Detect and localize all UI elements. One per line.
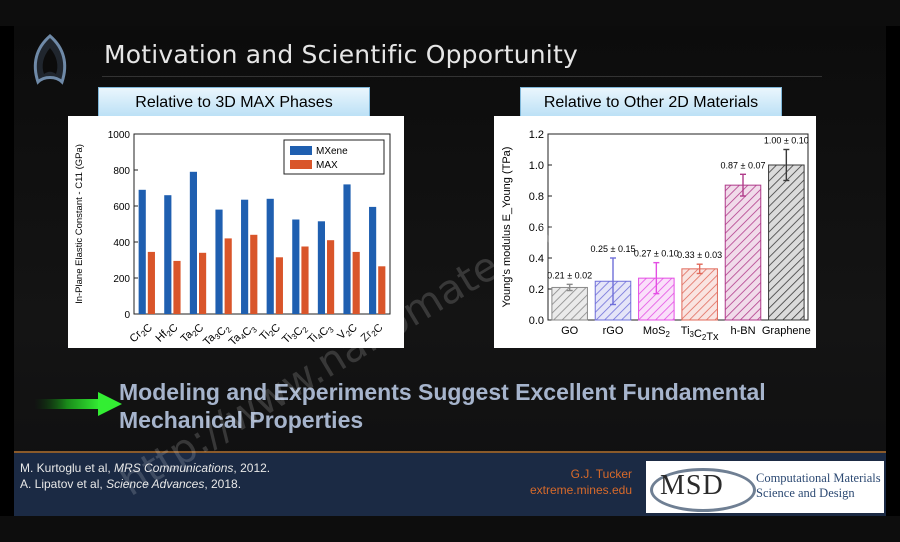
headline-line-1: Modeling and Experiments Suggest Excelle… xyxy=(119,379,766,405)
msd-logo-subtitle: Computational Materials Science and Desi… xyxy=(756,471,882,501)
right-chart-panel: 0.0 0.2 0.4 0.6 0.8 1.0 1.2 Young's modulus E_Y… xyxy=(494,116,816,348)
data-label: 1.00 ± 0.10 xyxy=(764,136,809,146)
citation-2-journal: Science Advances xyxy=(106,477,205,491)
green-arrow-icon xyxy=(34,392,122,416)
school-logo-icon xyxy=(33,34,67,85)
citation-1: M. Kurtoglu et al, MRS Communications, 2… xyxy=(20,461,270,475)
citation-2-authors: A. Lipatov et al, xyxy=(20,477,107,491)
data-label: 0.33 ± 0.03 xyxy=(677,250,722,260)
citation-2: A. Lipatov et al, Science Advances, 2018… xyxy=(20,477,241,491)
plot-area xyxy=(547,133,809,321)
data-label: 0.25 ± 0.15 xyxy=(591,244,636,254)
x-tick-label: Ta3C2 xyxy=(201,320,233,348)
citation-1-journal: MRS Communications xyxy=(114,461,234,475)
data-label: 0.27 ± 0.10 xyxy=(634,249,679,259)
footer-divider xyxy=(14,451,886,453)
msd-logo: MSD Computational Materials Science and … xyxy=(646,461,884,513)
bar-mxene xyxy=(241,199,249,314)
y-tick-label: 0.2 xyxy=(529,284,544,296)
bar-max xyxy=(250,234,258,314)
x-tick-label: Cr2C xyxy=(127,320,155,348)
y-tick-label: 0.0 xyxy=(529,315,544,327)
bar-h-bn xyxy=(724,184,762,321)
x-tick-label: Ti3C2 xyxy=(280,320,310,348)
bar-graphene xyxy=(768,164,805,321)
bar-mxene xyxy=(317,221,325,314)
msd-logo-text: MSD xyxy=(660,470,724,501)
bar-mxene xyxy=(369,206,377,314)
y-tick-label: 800 xyxy=(113,166,130,177)
bar-mxene xyxy=(138,189,146,314)
y-tick-label: 1.0 xyxy=(529,160,544,172)
x-tick-label: Hf2C xyxy=(154,320,181,347)
y-tick-label: 1.2 xyxy=(529,129,544,141)
slide-title: Motivation and Scientific Opportunity xyxy=(104,40,578,69)
citation-1-authors: M. Kurtoglu et al, xyxy=(20,461,115,475)
bar-mxene xyxy=(343,184,351,314)
citation-2-year: , 2018. xyxy=(204,477,242,491)
youngs-modulus-bar-chart: 0.0 0.2 0.4 0.6 0.8 1.0 1.2 Young's modulus E_Y… xyxy=(501,129,811,343)
bar-max xyxy=(327,240,335,314)
msd-logo-subtitle-line-1: Computational Materials xyxy=(756,471,881,485)
bar-ti3c2tx xyxy=(681,268,718,321)
x-tick-label: Graphene xyxy=(762,325,811,337)
bar-mxene xyxy=(164,195,172,314)
y-tick-label: 1000 xyxy=(108,130,131,141)
y-tick-label: 0.6 xyxy=(529,222,544,234)
x-tick-label: GO xyxy=(561,325,579,337)
bar-max xyxy=(275,257,283,314)
y-tick-label: 0.4 xyxy=(529,253,544,265)
y-axis-label: In-Plane Elastic Constant - C11 (GPa) xyxy=(74,144,85,304)
legend-label: MXene xyxy=(316,146,348,157)
top-letterbox xyxy=(0,0,900,26)
citation-1-year: , 2012. xyxy=(233,461,271,475)
data-label: 0.21 ± 0.02 xyxy=(547,270,592,280)
left-chart-panel: 0 200 400 600 800 1000 In-Plane Elastic Consta… xyxy=(68,116,404,348)
bar-max xyxy=(352,251,360,314)
bar-mxene xyxy=(215,209,223,314)
bar-max xyxy=(224,238,232,314)
bar-mxene xyxy=(292,219,300,314)
msd-logo-subtitle-line-2: Science and Design xyxy=(756,486,855,500)
y-tick-label: 600 xyxy=(113,202,130,213)
y-tick-label: 400 xyxy=(113,238,130,249)
x-tick-label: h-BN xyxy=(730,325,755,337)
legend-label: MAX xyxy=(316,160,338,171)
bar-max xyxy=(199,252,207,314)
left-panel-label: Relative to 3D MAX Phases xyxy=(98,87,370,119)
bar-max xyxy=(147,251,155,314)
x-tick-label: MoS2 xyxy=(643,325,670,339)
bottom-letterbox xyxy=(0,516,900,542)
x-tick-label: rGO xyxy=(603,325,624,337)
headline-line-2: Mechanical Properties xyxy=(119,407,364,433)
y-tick-label: 0 xyxy=(124,310,130,321)
bar-go xyxy=(551,286,588,321)
right-panel-label: Relative to Other 2D Materials xyxy=(520,87,782,119)
bar-mxene xyxy=(266,198,274,314)
legend-swatch xyxy=(290,160,312,169)
bar-max xyxy=(378,266,386,314)
author-website: extreme.mines.edu xyxy=(529,483,632,497)
legend-swatch xyxy=(290,146,312,155)
x-tick-label: Ti2C xyxy=(257,320,283,346)
bar-mxene xyxy=(189,171,197,314)
title-divider xyxy=(102,76,822,77)
x-tick-label: Ti4C3 xyxy=(306,319,336,348)
bar-max xyxy=(301,246,309,314)
slide: Motivation and Scientific Opportunity Re… xyxy=(14,26,886,516)
footer-bar: M. Kurtoglu et al, MRS Communications, 2… xyxy=(14,453,886,516)
data-label: 0.87 ± 0.07 xyxy=(721,160,766,170)
x-tick-label: Ta2C xyxy=(179,320,207,348)
x-tick-label: Ta4C3 xyxy=(227,319,260,348)
msd-logo-ring-icon xyxy=(650,468,756,512)
x-tick-label: Ti3C2Tx xyxy=(681,325,719,343)
y-axis-label: Young's modulus E_Young (TPa) xyxy=(501,147,513,308)
bar-max xyxy=(173,260,181,314)
author-name: G.J. Tucker xyxy=(570,467,632,481)
mxene-vs-max-bar-chart: 0 200 400 600 800 1000 In-Plane Elastic Consta… xyxy=(74,130,391,348)
headline: Modeling and Experiments Suggest Excelle… xyxy=(119,378,859,434)
y-tick-label: 200 xyxy=(113,274,130,285)
y-tick-label: 0.8 xyxy=(529,191,544,203)
